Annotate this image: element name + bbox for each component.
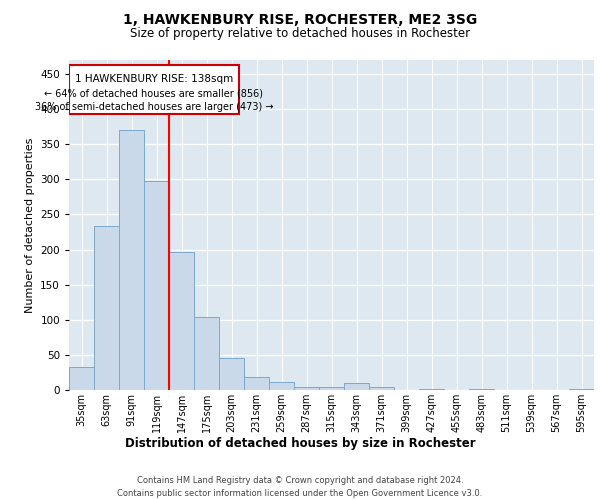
Bar [269, 382, 294, 390]
Bar [119, 130, 144, 390]
Bar [319, 387, 344, 390]
Bar [94, 226, 119, 390]
Bar [219, 358, 244, 390]
Text: Contains public sector information licensed under the Open Government Licence v3: Contains public sector information licen… [118, 489, 482, 498]
Bar [69, 367, 94, 390]
FancyBboxPatch shape [69, 65, 239, 114]
Bar [294, 387, 319, 390]
Bar [344, 383, 369, 390]
Bar [419, 388, 444, 390]
Bar [369, 387, 394, 390]
Text: 1, HAWKENBURY RISE, ROCHESTER, ME2 3SG: 1, HAWKENBURY RISE, ROCHESTER, ME2 3SG [123, 12, 477, 26]
Text: ← 64% of detached houses are smaller (856): ← 64% of detached houses are smaller (85… [44, 88, 263, 99]
Bar [569, 388, 594, 390]
Bar [144, 181, 169, 390]
Text: Size of property relative to detached houses in Rochester: Size of property relative to detached ho… [130, 28, 470, 40]
Y-axis label: Number of detached properties: Number of detached properties [25, 138, 35, 312]
Text: Distribution of detached houses by size in Rochester: Distribution of detached houses by size … [125, 438, 475, 450]
Text: Contains HM Land Registry data © Crown copyright and database right 2024.: Contains HM Land Registry data © Crown c… [137, 476, 463, 485]
Bar [244, 376, 269, 390]
Bar [469, 388, 494, 390]
Bar [169, 252, 194, 390]
Text: 1 HAWKENBURY RISE: 138sqm: 1 HAWKENBURY RISE: 138sqm [75, 74, 233, 84]
Text: 36% of semi-detached houses are larger (473) →: 36% of semi-detached houses are larger (… [35, 102, 273, 112]
Bar [194, 317, 219, 390]
